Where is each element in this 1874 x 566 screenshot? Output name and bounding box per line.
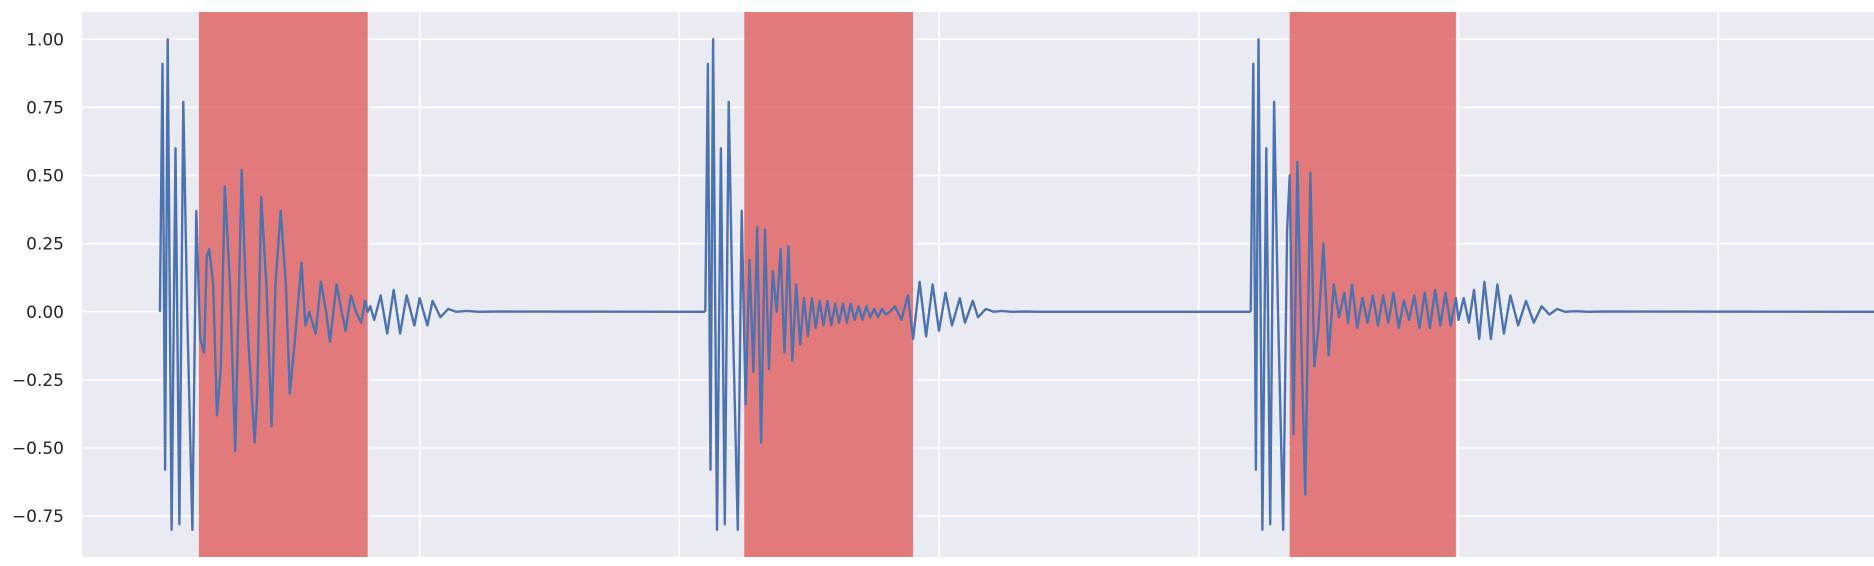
signal-line-2 [1249, 38, 1874, 531]
y-tick-label-6: 0.75 [26, 98, 64, 118]
highlight-span-1 [744, 12, 914, 557]
signal-line-0 [158, 38, 706, 531]
plot-background [82, 12, 1874, 557]
y-tick-label-0: −0.75 [12, 507, 64, 527]
y-tick-label-7: 1.00 [26, 30, 64, 50]
y-tick-labels: −0.75 −0.50 −0.25 0.00 0.25 0.50 0.75 1.00 [12, 30, 64, 527]
y-tick-label-5: 0.50 [26, 167, 64, 187]
y-tick-label-1: −0.50 [12, 439, 64, 459]
signal-series [158, 38, 1874, 531]
highlight-span-2 [1289, 12, 1456, 557]
y-tick-label-2: −0.25 [12, 371, 64, 391]
signal-line-1 [704, 38, 1251, 531]
highlight-span-0 [198, 12, 368, 557]
y-tick-label-3: 0.00 [26, 303, 64, 323]
highlight-spans [198, 12, 1456, 557]
y-tick-label-4: 0.25 [26, 235, 64, 255]
x-gridlines [418, 12, 1719, 557]
